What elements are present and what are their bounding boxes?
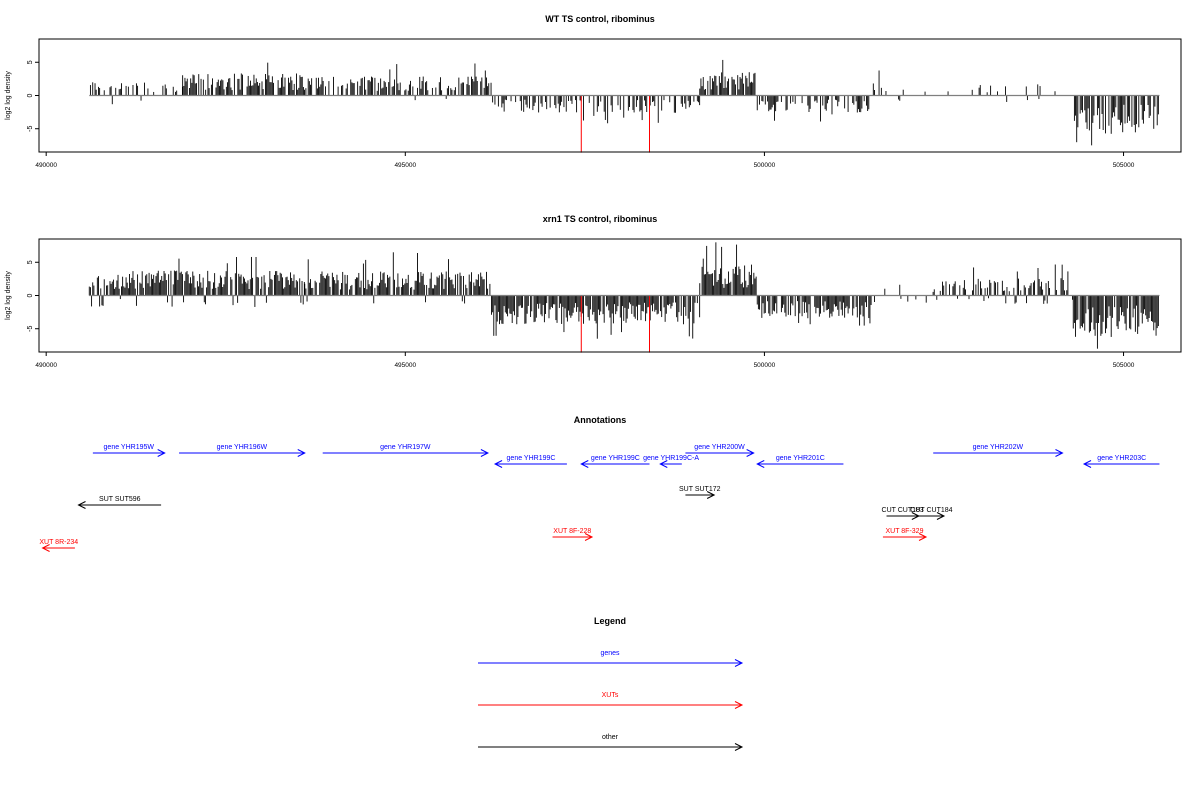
annotations-panel: Annotations gene YHR195W gene YHR196W gene … (39, 415, 1160, 552)
feature-label: gene YHR202W (973, 444, 1024, 451)
feature-label: CUT CUT183 (882, 507, 924, 514)
feature-arrow: gene YHR199C-A (643, 455, 699, 468)
x-tick-label: 500000 (754, 162, 776, 169)
arrow-head (1082, 460, 1092, 468)
feature-arrow: XUT 8F-329 (882, 528, 928, 541)
y-tick-label: 5 (27, 60, 34, 64)
x-tick-label: 495000 (394, 362, 416, 369)
y-tick-label: -5 (27, 126, 34, 132)
feature-arrow: gene YHR199C (493, 455, 567, 468)
x-tick-label: 490000 (35, 362, 57, 369)
arrow-head (157, 449, 166, 457)
x-tick-label: 505000 (1113, 362, 1135, 369)
feature-arrow: gene YHR203C (1082, 455, 1160, 468)
arrow-head (936, 512, 946, 520)
arrow-head (480, 449, 490, 457)
arrow-head (734, 743, 744, 751)
chart-title: xrn1 TS control, ribominus (543, 214, 658, 224)
wt-track-panel: WT TS control, ribominus log2 log density… (5, 14, 1182, 169)
arrow-head (1055, 449, 1064, 457)
feature-arrow: gene YHR202W (933, 444, 1064, 457)
annotations-title: Annotations (574, 415, 627, 425)
arrow-head (77, 501, 86, 509)
feature-label: gene YHR196W (217, 444, 268, 451)
y-axis-label: log2 log density (5, 71, 12, 120)
y-tick-label: 0 (27, 293, 34, 297)
legend-label: XUTs (602, 692, 619, 699)
feature-label: XUT 8F-329 (885, 528, 923, 535)
x-tick-label: 495000 (394, 162, 416, 169)
y-tick-label: -5 (27, 326, 34, 332)
feature-label: CUT CUT184 (910, 507, 952, 514)
feature-label: gene YHR199C (507, 455, 556, 462)
feature-arrow: CUT CUT184 (910, 507, 953, 520)
feature-arrow: gene YHR195W (92, 444, 166, 457)
feature-label: XUT 8R-234 (39, 539, 78, 546)
x-tick-label: 490000 (35, 162, 57, 169)
arrow-head (297, 449, 306, 457)
feature-label: gene YHR200W (694, 444, 745, 451)
feature-arrow: XUT 8R-234 (39, 539, 78, 552)
feature-label: gene YHR197W (380, 444, 431, 451)
feature-arrow: SUT SUT172 (679, 486, 721, 499)
x-tick-label: 500000 (754, 362, 776, 369)
arrow-head (746, 449, 755, 457)
y-tick-label: 0 (27, 93, 34, 97)
y-tick-label: 5 (27, 260, 34, 264)
feature-arrow: gene YHR200W (685, 444, 755, 457)
feature-label: gene YHR201C (776, 455, 825, 462)
legend-item: XUTs (478, 692, 744, 709)
feature-arrow: SUT SUT596 (77, 496, 162, 509)
signal-bars (88, 242, 1159, 353)
arrow-head (756, 460, 765, 468)
signal-bars (89, 59, 1159, 153)
feature-label: gene YHR199C-A (643, 455, 699, 462)
arrow-head (918, 533, 928, 541)
arrow-head (659, 460, 668, 468)
arrow-head (584, 533, 594, 541)
legend-panel: Legend genes XUTs other (478, 616, 744, 751)
feature-label: SUT SUT596 (99, 496, 141, 503)
y-axis-label: log2 log density (5, 271, 12, 320)
feature-arrow: XUT 8F-228 (552, 528, 594, 541)
xrn1-track-panel: xrn1 TS control, ribominus log2 log densi… (5, 214, 1182, 369)
legend-item: other (478, 734, 744, 751)
chart-title: WT TS control, ribominus (545, 14, 655, 24)
arrow-head (580, 460, 589, 468)
legend-title: Legend (594, 616, 626, 626)
feature-arrow: gene YHR196W (179, 444, 306, 457)
arrow-head (493, 460, 503, 468)
arrow-head (41, 544, 50, 552)
arrow-head (706, 491, 716, 499)
feature-arrow: gene YHR199C (580, 455, 650, 468)
legend-item: genes (478, 650, 744, 667)
feature-arrow: gene YHR197W (322, 444, 490, 457)
feature-label: gene YHR199C (591, 455, 640, 462)
feature-label: XUT 8F-228 (553, 528, 591, 535)
feature-label: SUT SUT172 (679, 486, 721, 493)
arrow-head (734, 701, 744, 709)
feature-arrow: gene YHR201C (756, 455, 844, 468)
legend-label: genes (600, 650, 620, 657)
feature-label: gene YHR203C (1097, 455, 1146, 462)
legend-label: other (602, 734, 619, 741)
arrow-head (734, 659, 744, 667)
x-tick-label: 505000 (1113, 162, 1135, 169)
feature-label: gene YHR195W (104, 444, 155, 451)
